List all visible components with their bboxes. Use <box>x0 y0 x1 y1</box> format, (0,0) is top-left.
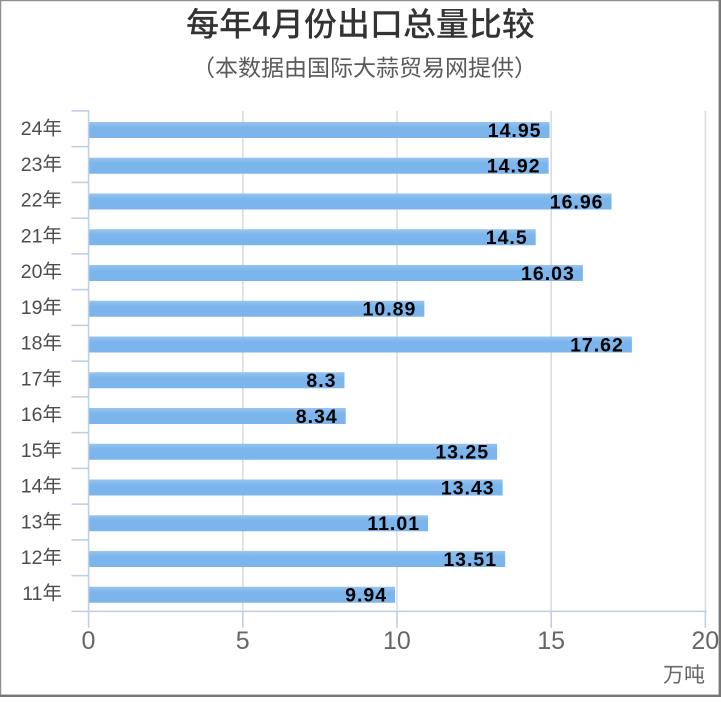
svg-text:11: 11 <box>22 583 42 605</box>
svg-text:5: 5 <box>236 627 250 655</box>
svg-text:13.43: 13.43 <box>441 477 495 499</box>
svg-text:16.96: 16.96 <box>550 191 604 213</box>
svg-text:9.94: 9.94 <box>345 585 387 607</box>
svg-text:21: 21 <box>21 225 43 247</box>
svg-text:22: 22 <box>21 190 43 212</box>
svg-text:8.34: 8.34 <box>296 406 338 428</box>
svg-text:14.92: 14.92 <box>487 156 541 178</box>
svg-text:12: 12 <box>21 547 43 569</box>
svg-text:10: 10 <box>383 627 411 655</box>
svg-text:15: 15 <box>537 627 565 655</box>
svg-text:14.5: 14.5 <box>486 227 528 249</box>
svg-text:13.51: 13.51 <box>443 549 497 571</box>
svg-text:17.62: 17.62 <box>570 334 624 356</box>
svg-text:19: 19 <box>21 297 43 319</box>
svg-text:17: 17 <box>21 368 43 390</box>
svg-text:16.03: 16.03 <box>521 263 575 285</box>
svg-text:16: 16 <box>21 404 43 426</box>
svg-text:14.95: 14.95 <box>488 120 542 142</box>
svg-text:24: 24 <box>21 118 43 140</box>
svg-text:18: 18 <box>21 333 43 355</box>
svg-text:20: 20 <box>691 627 719 655</box>
svg-text:0: 0 <box>82 627 96 655</box>
svg-text:10.89: 10.89 <box>363 299 417 321</box>
svg-text:23: 23 <box>21 154 43 176</box>
svg-text:13.25: 13.25 <box>435 442 489 464</box>
svg-text:11.01: 11.01 <box>367 513 420 535</box>
svg-text:15: 15 <box>21 440 43 462</box>
svg-text:14: 14 <box>21 476 43 498</box>
svg-text:13: 13 <box>21 511 43 533</box>
svg-text:8.3: 8.3 <box>306 370 336 392</box>
svg-text:20: 20 <box>21 261 43 283</box>
